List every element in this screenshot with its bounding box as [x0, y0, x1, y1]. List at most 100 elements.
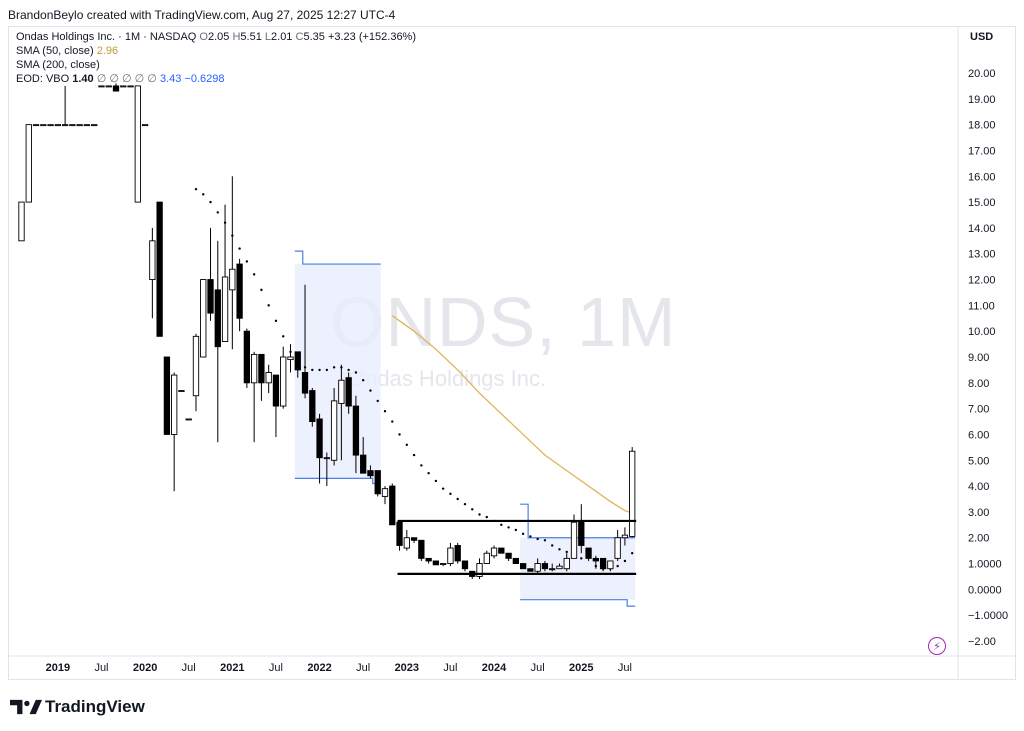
candle-body — [98, 85, 105, 88]
legend-eod-na: ∅ ∅ ∅ ∅ ∅ — [96, 73, 157, 85]
time-tick-label: Jul — [531, 662, 545, 674]
candle-body — [185, 418, 192, 421]
candle-body — [440, 563, 447, 565]
candle-body — [556, 565, 563, 570]
price-tick-label: −1.0000 — [968, 610, 1008, 622]
legend-change: +3.23 (+152.36%) — [327, 31, 417, 43]
time-tick-label: 2022 — [307, 662, 331, 674]
vbo-bands — [294, 250, 636, 607]
psar-dot — [376, 399, 379, 403]
psar-dot — [318, 368, 321, 372]
legend-sma200-label: SMA (200, close) — [16, 59, 100, 71]
candle-body — [527, 568, 534, 572]
legend-l-label: L — [264, 31, 272, 43]
candle-body — [258, 353, 265, 384]
psar-dot — [478, 513, 481, 516]
psar-dot — [354, 371, 358, 374]
legend-sma50-row[interactable]: SMA (50, close) 2.96 — [16, 44, 416, 58]
psar-dot — [441, 487, 445, 490]
psar-dot — [325, 368, 329, 372]
candle-body — [367, 470, 374, 477]
psar-dot — [616, 564, 619, 568]
candle-body — [156, 201, 163, 337]
vbo-lower-line-2 — [520, 599, 636, 607]
time-tick-label: Jul — [618, 662, 632, 674]
watermark-symbol: ONDS, 1M — [330, 283, 677, 361]
time-tick-label: 2024 — [482, 662, 507, 674]
candle-body — [280, 356, 287, 407]
price-tick-label: 1.0000 — [968, 559, 1002, 571]
price-tick-label: 7.00 — [968, 404, 989, 416]
candle-body — [40, 124, 47, 127]
legend-open: 2.05 — [207, 31, 230, 43]
psar-dot — [260, 288, 263, 292]
psar-dot — [623, 559, 627, 563]
candle-body — [243, 330, 251, 384]
psar-dot — [274, 319, 278, 323]
watermark-name: Ondas Holdings Inc. — [348, 366, 547, 391]
lightning-icon[interactable]: ⚡ — [928, 637, 946, 655]
tradingview-logo-icon — [10, 699, 42, 715]
candle-body — [265, 372, 272, 384]
candle-body — [389, 485, 396, 526]
candle-body — [498, 547, 505, 554]
candle-body — [316, 418, 323, 459]
candle-body — [18, 201, 25, 242]
psar-dot — [369, 389, 372, 392]
psar-dot — [500, 523, 503, 527]
candle-body — [127, 85, 134, 88]
candle-body — [374, 470, 381, 495]
candle-body — [272, 374, 280, 407]
candle-body — [418, 539, 425, 559]
psar-dot — [347, 368, 350, 372]
price-tick-label: 15.00 — [968, 197, 996, 209]
price-axis[interactable]: 20.00 19.00 18.00 17.00 16.00 15.00 14.00 13.00… — [968, 68, 1008, 648]
time-tick-label: 2019 — [46, 662, 70, 674]
price-tick-label: −2.00 — [968, 636, 996, 648]
candle-body — [141, 124, 149, 127]
time-axis[interactable]: 2019 Jul 2020 Jul 2021 Jul 2022 Jul 2023 Jul 2024 J… — [46, 662, 632, 674]
candle-body — [178, 390, 185, 393]
time-tick-label: Jul — [356, 662, 370, 674]
time-tick-label: Jul — [94, 662, 108, 674]
candle-body — [483, 552, 490, 564]
candle-body — [541, 563, 549, 570]
legend-eod-row[interactable]: EOD: VBO 1.40 ∅ ∅ ∅ ∅ ∅ 3.43 −0.6298 — [16, 72, 416, 86]
candle-body — [570, 521, 578, 559]
candle-body — [192, 335, 200, 397]
psar-dot — [471, 508, 474, 511]
candle-body — [61, 124, 69, 127]
chart-frame — [8, 26, 1016, 680]
psar-dot — [420, 464, 423, 467]
legend-sma50-value: 2.96 — [96, 45, 119, 57]
candle-body — [512, 557, 520, 564]
legend-symbol-row[interactable]: Ondas Holdings Inc. · 1M · NASDAQ O2.05 … — [16, 30, 416, 44]
candle-body — [163, 356, 171, 435]
price-tick-label: 3.00 — [968, 507, 989, 519]
legend-eod-v1: 1.40 — [72, 73, 94, 85]
candle-body — [607, 560, 614, 570]
candle-body — [214, 289, 221, 348]
time-tick-label: 2020 — [133, 662, 157, 674]
legend-high: 5.51 — [240, 31, 262, 43]
candle-body — [309, 390, 316, 422]
candle-body — [294, 351, 301, 371]
candle-body — [25, 124, 32, 203]
candle-body — [83, 124, 91, 127]
legend-eod-label: EOD: VBO — [16, 73, 70, 85]
price-tick-label: 6.00 — [968, 429, 989, 441]
range-lines[interactable] — [397, 519, 637, 575]
chart-credit: BrandonBeylo created with TradingView.co… — [8, 8, 396, 22]
candle-body — [454, 545, 461, 562]
psar-dot — [216, 211, 219, 214]
price-tick-label: 14.00 — [968, 223, 996, 235]
candle-body — [149, 240, 156, 280]
price-tick-label: 2.00 — [968, 533, 989, 545]
price-tick-label: 8.00 — [968, 378, 989, 390]
legend-sma200-row[interactable]: SMA (200, close) — [16, 58, 416, 72]
psar-dot — [427, 471, 430, 475]
candle-body — [91, 124, 98, 127]
currency-label[interactable]: USD — [970, 31, 994, 43]
time-tick-label: Jul — [182, 662, 196, 674]
